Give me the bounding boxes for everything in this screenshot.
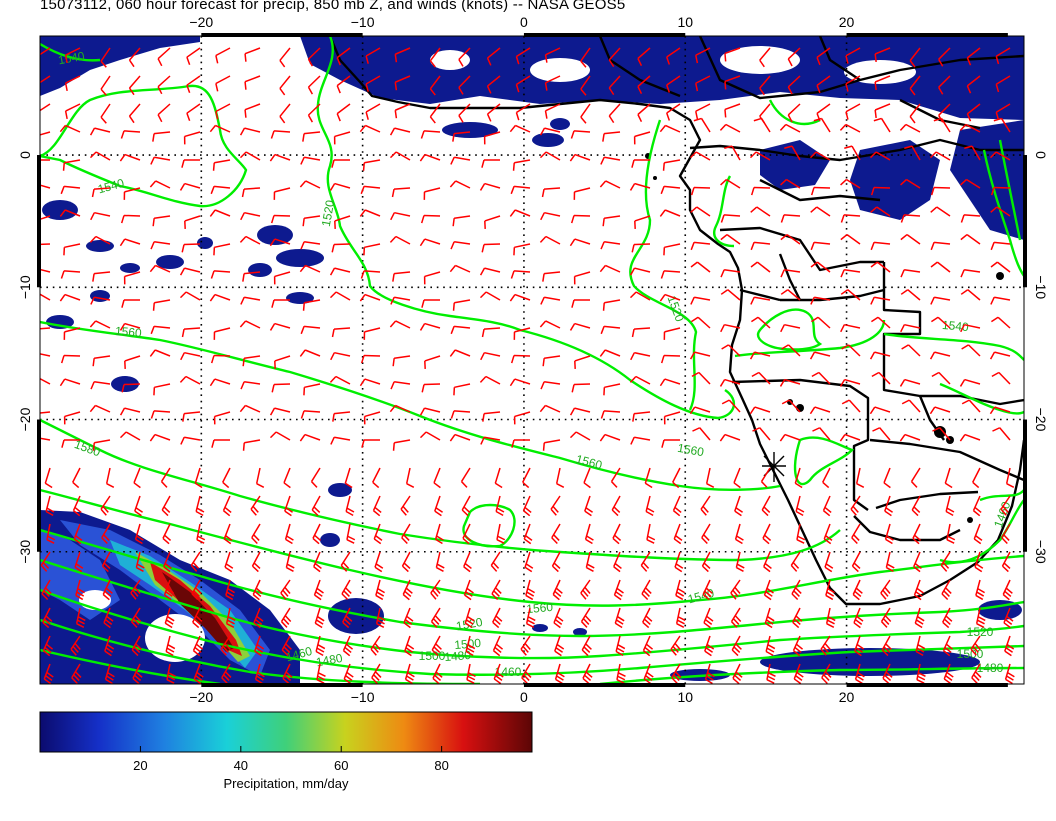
colorbar-tick-label: 40 [234, 758, 248, 773]
colorbar-tick-label: 20 [133, 758, 147, 773]
lon-tick-label-top: 10 [677, 14, 693, 30]
lon-tick-label-bottom: 20 [839, 689, 855, 705]
lat-tick-label-right: 0 [1033, 151, 1049, 159]
contour-label: 1540 [941, 318, 969, 334]
axis-bar-right [1023, 155, 1027, 287]
colorbar-tick-label: 60 [334, 758, 348, 773]
lon-tick-label-bottom: −10 [351, 689, 375, 705]
lat-tick-label-left: 0 [17, 151, 33, 159]
lon-tick-label-top: 0 [520, 14, 528, 30]
lon-tick-label-bottom: 10 [677, 689, 693, 705]
lat-tick-label-right: −30 [1033, 540, 1049, 564]
contour-label: 1480 [444, 648, 472, 664]
colorbar-title: Precipitation, mm/day [224, 776, 349, 791]
lat-tick-label-left: −20 [17, 407, 33, 431]
lat-tick-label-right: −20 [1033, 408, 1049, 432]
colorbar [40, 712, 532, 752]
axis-bar-top [847, 33, 1008, 37]
contour-label: 1480 [977, 661, 1004, 675]
lon-tick-label-top: −10 [351, 14, 375, 30]
lat-tick-label-left: −30 [17, 540, 33, 564]
lon-tick-label-top: 20 [839, 14, 855, 30]
lat-tick-label-right: −10 [1033, 275, 1049, 299]
axis-bar-bottom [524, 683, 685, 687]
lat-tick-label-left: −10 [17, 275, 33, 299]
contour-label: 1560 [114, 324, 142, 340]
axis-bar-right [1023, 420, 1027, 552]
lon-tick-label-bottom: −20 [189, 689, 213, 705]
lon-tick-label-top: −20 [189, 14, 213, 30]
axis-bar-left [37, 420, 41, 552]
axis-bar-bottom [847, 683, 1008, 687]
lon-tick-label-bottom: 0 [520, 689, 528, 705]
colorbar-tick-label: 80 [434, 758, 448, 773]
axis-bar-bottom [201, 683, 362, 687]
contour-label: 1500 [419, 649, 446, 663]
axis-bar-top [201, 33, 362, 37]
axis-bar-top [524, 33, 685, 37]
axis-bar-left [37, 155, 41, 287]
